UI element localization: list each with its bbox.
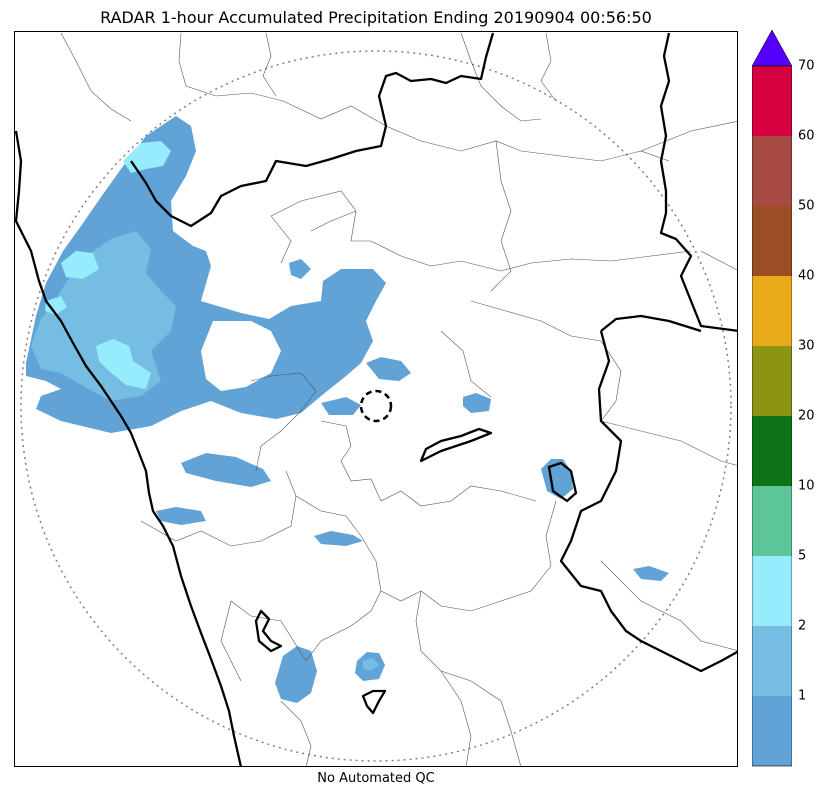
colorbar-tick-label: 40 <box>798 268 815 284</box>
state-border-east-inner <box>600 314 702 333</box>
colorbar-tick-label: 30 <box>798 338 815 354</box>
radar-map[interactable] <box>14 31 738 767</box>
colorbar-bin-7 <box>752 276 792 346</box>
precip-area-moderate <box>31 231 176 401</box>
coastline <box>15 130 242 766</box>
precip-cell-mid <box>321 397 361 415</box>
colorbar-bin-10 <box>752 66 792 136</box>
precip-cell-north <box>289 259 311 279</box>
precipitation-layer <box>26 116 669 703</box>
map-title: RADAR 1-hour Accumulated Precipitation E… <box>100 8 652 27</box>
precip-cell-east-3 <box>633 566 669 581</box>
state-border-east <box>659 32 737 332</box>
colorbar-tick-label: 50 <box>798 198 815 214</box>
state-border-south-enclave <box>254 609 283 653</box>
colorbar-tick-label: 20 <box>798 408 815 424</box>
precip-cell-center <box>366 357 411 381</box>
precipitation-colorbar <box>752 30 792 767</box>
precip-band-south-2 <box>156 507 206 525</box>
state-border-south-loop <box>361 689 387 715</box>
colorbar-bin-6 <box>752 346 792 416</box>
colorbar-bin-4 <box>752 486 792 556</box>
precip-cell-east-1 <box>463 393 491 413</box>
colorbar-bin-1 <box>752 696 792 766</box>
qc-status-footer: No Automated QC <box>317 771 435 786</box>
colorbar-tick-label: 70 <box>798 58 815 74</box>
colorbar-extend-arrow <box>752 30 792 67</box>
colorbar-tick-label: 10 <box>798 478 815 494</box>
state-border-inner-loop <box>419 427 493 463</box>
radar-site-marker <box>359 389 393 423</box>
radar-map-canvas <box>15 32 737 766</box>
precip-heavy-cell-2 <box>61 251 99 279</box>
colorbar-tick-label: 1 <box>798 688 807 704</box>
colorbar-bin-8 <box>752 206 792 276</box>
state-boundaries <box>15 32 737 766</box>
colorbar-bin-5 <box>752 416 792 486</box>
precip-heavy-cell-4 <box>45 296 67 315</box>
precip-cell-south-3-core <box>363 658 379 671</box>
state-border-north <box>130 32 495 228</box>
colorbar-tick-label: 60 <box>798 128 815 144</box>
colorbar-bin-2 <box>752 626 792 696</box>
precip-band-south <box>181 453 271 487</box>
colorbar-bins <box>752 66 792 766</box>
radar-range-ring <box>20 50 732 762</box>
precip-clear-gap <box>201 321 281 391</box>
district-boundaries <box>60 32 737 766</box>
colorbar-bin-3 <box>752 556 792 626</box>
colorbar-outline <box>752 65 792 767</box>
state-border-east-loop <box>547 461 578 503</box>
precip-heavy-cell-3 <box>96 339 151 389</box>
precip-cell-south-1 <box>314 531 363 546</box>
colorbar-bin-9 <box>752 136 792 206</box>
state-border-southeast <box>559 330 737 673</box>
colorbar-tick-label: 2 <box>798 618 807 634</box>
colorbar-tick-label: 5 <box>798 548 807 564</box>
